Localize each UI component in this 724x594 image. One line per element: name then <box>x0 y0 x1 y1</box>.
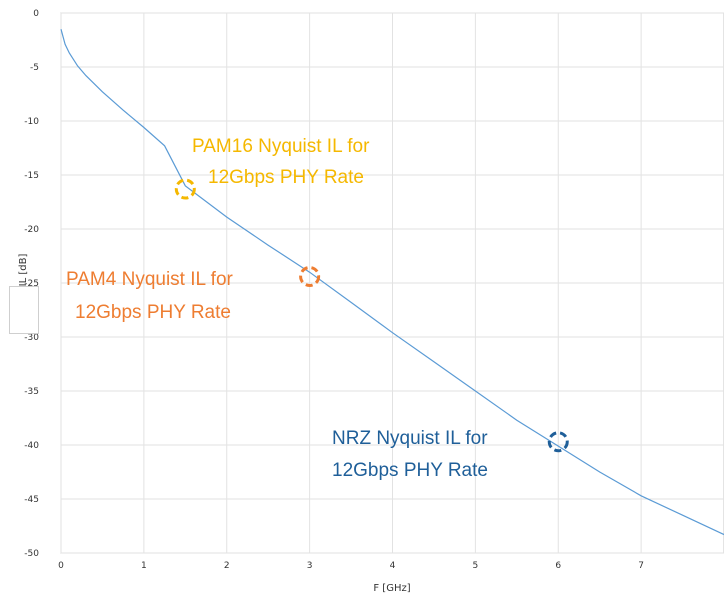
annotation-pam16-line1: PAM16 Nyquist IL for <box>192 136 370 157</box>
x-tick-label: 7 <box>638 561 644 571</box>
grid <box>60 12 724 554</box>
annotation-nrz-line1: NRZ Nyquist IL for <box>332 428 488 449</box>
annotation-pam16-line2: 12Gbps PHY Rate <box>208 167 364 188</box>
annotation-marker-circle <box>174 178 196 200</box>
x-tick-label: 3 <box>307 561 313 571</box>
annotation-pam4-line1: PAM4 Nyquist IL for <box>66 269 234 290</box>
y-tick-label: -15 <box>24 171 39 181</box>
y-tick-label: -20 <box>24 225 39 235</box>
series-layer <box>60 29 724 536</box>
y-tick-label: 0 <box>33 9 39 19</box>
annotation-markers <box>174 178 569 453</box>
x-tick-label: 6 <box>555 561 561 571</box>
y-tick-label: -5 <box>30 63 39 73</box>
annotation-nrz-line2: 12Gbps PHY Rate <box>332 460 488 481</box>
y-tick-label: -30 <box>24 333 39 343</box>
y-tick-label: -25 <box>24 279 39 289</box>
x-tick-label: 0 <box>58 561 64 571</box>
x-axis-label: F [GHz] <box>373 583 410 594</box>
x-tick-label: 5 <box>473 561 479 571</box>
y-tick-label: -40 <box>24 441 39 451</box>
blank-overlay-box <box>9 286 39 334</box>
x-tick-label: 4 <box>390 561 396 571</box>
y-tick-label: -10 <box>24 117 39 127</box>
annotation-marker-circle <box>299 266 321 288</box>
x-tick-label: 1 <box>141 561 147 571</box>
y-tick-label: -50 <box>24 549 39 559</box>
y-axis-label: IL [dB] <box>18 254 29 287</box>
axis-ticks: 0 1 2 3 4 5 6 7 0 -5 -10 -15 -20 -25 -30 -35 -40 -45 -50 <box>24 9 644 571</box>
il-curve-series <box>60 29 724 536</box>
y-tick-label: -35 <box>24 387 39 397</box>
annotation-labels: PAM16 Nyquist IL for 12Gbps PHY Rate PAM… <box>66 136 488 481</box>
annotation-pam4-line2: 12Gbps PHY Rate <box>75 302 231 323</box>
x-tick-label: 2 <box>224 561 230 571</box>
y-tick-label: -45 <box>24 495 39 505</box>
annotation-marker-circle <box>547 431 569 453</box>
